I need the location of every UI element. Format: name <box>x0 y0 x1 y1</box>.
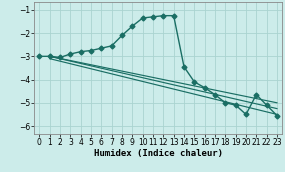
X-axis label: Humidex (Indice chaleur): Humidex (Indice chaleur) <box>94 149 223 158</box>
